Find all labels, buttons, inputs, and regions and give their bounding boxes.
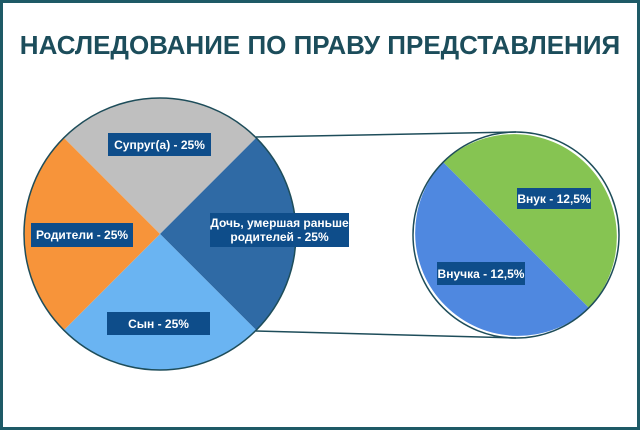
slice-granddaughter	[415, 162, 589, 336]
label-daughter: Дочь, умершая раньше родителей - 25%	[210, 213, 349, 247]
label-parents-text: Родители - 25%	[35, 228, 129, 242]
label-grandson: Внук - 12,5%	[517, 188, 591, 209]
label-grandson-text: Внук - 12,5%	[517, 191, 591, 206]
slice-son	[63, 234, 257, 371]
label-granddaughter-text: Внучка - 12,5%	[437, 266, 525, 281]
chart-title: НАСЛЕДОВАНИЕ ПО ПРАВУ ПРЕДСТАВЛЕНИЯ	[19, 30, 621, 60]
detail-pie	[412, 131, 620, 339]
connector-top	[255, 131, 517, 138]
label-son-text: Сын - 25%	[128, 316, 189, 331]
label-granddaughter: Внучка - 12,5%	[437, 262, 525, 285]
slice-grandson	[443, 134, 617, 308]
label-spouse: Супруг(а) - 25%	[108, 133, 211, 156]
connector-bottom	[255, 330, 517, 339]
label-daughter-text-line2: родителей - 25%	[230, 230, 329, 244]
detail-pie-outline	[412, 131, 620, 339]
label-spouse-text: Супруг(а) - 25%	[114, 137, 205, 152]
label-parents: Родители - 25%	[31, 223, 133, 247]
slice-spouse	[63, 97, 257, 234]
label-daughter-text-line1: Дочь, умершая раньше	[210, 216, 349, 230]
label-son: Сын - 25%	[107, 312, 210, 335]
